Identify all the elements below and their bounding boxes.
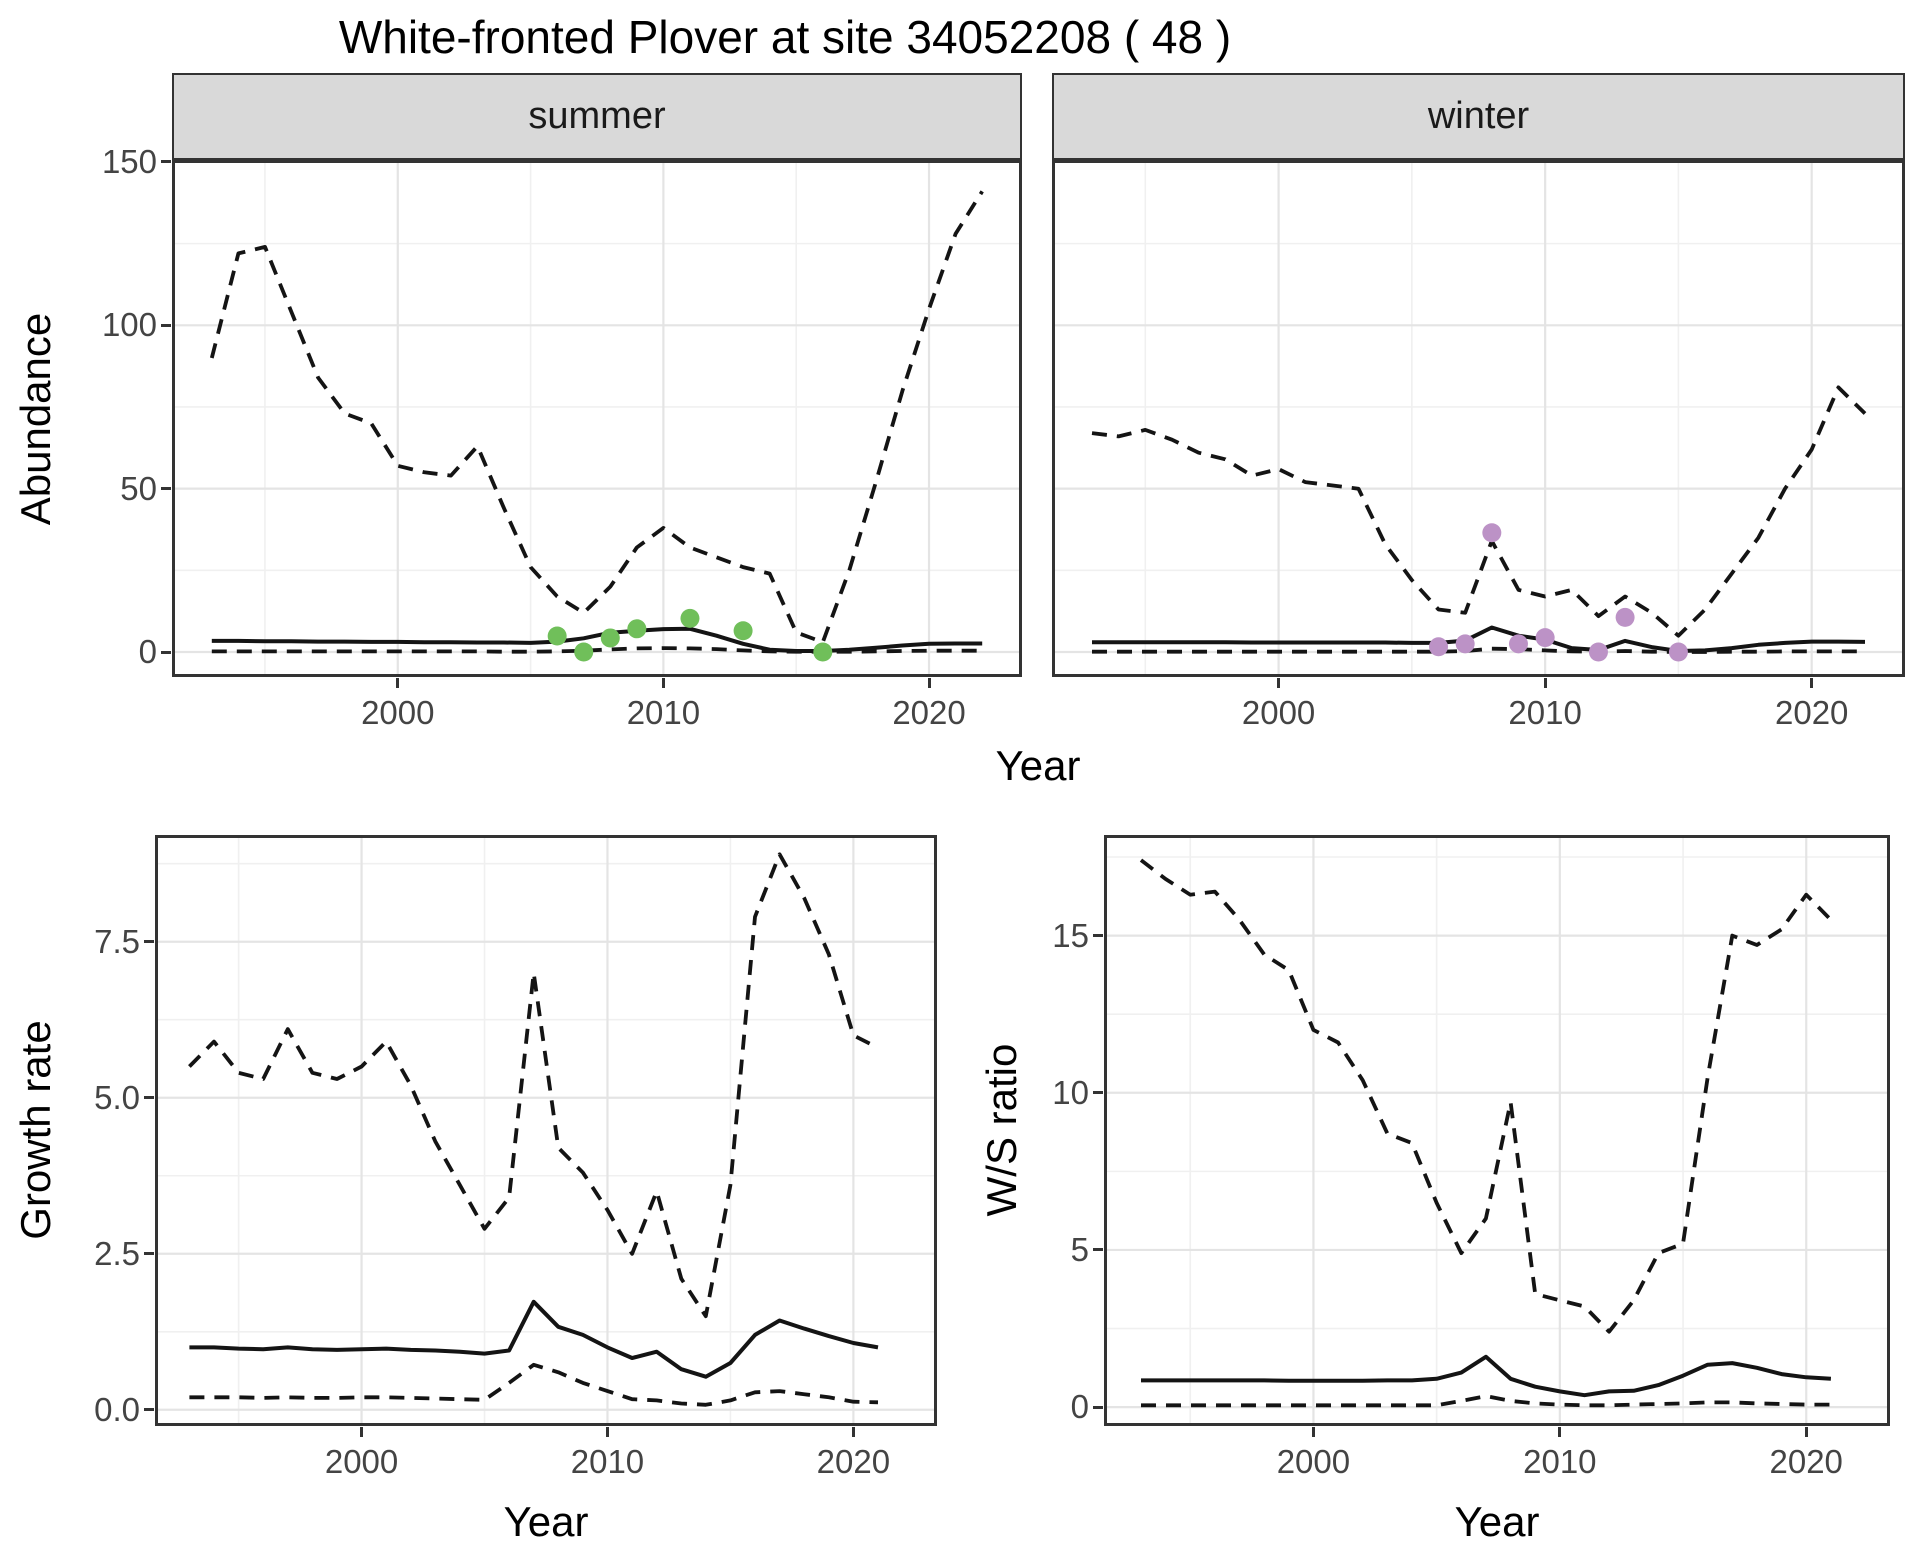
ws-ratio-y-tick-label: 15 (1052, 916, 1089, 954)
y-tick-mark (144, 1252, 154, 1256)
growth-rate-upper_ci-line (188, 852, 879, 1319)
observed-counts-winter-point (1615, 607, 1635, 627)
x-axis-title-bottom-right: Year (1454, 1498, 1540, 1545)
panel-border (1104, 835, 1890, 1426)
observed-counts-winter-point (1588, 642, 1608, 662)
y-tick-mark (161, 487, 171, 491)
abundance-winter-lower_ci-line (1092, 646, 1865, 654)
y-tick-mark (144, 1096, 154, 1100)
facet-strip-winter: winter (1052, 73, 1905, 160)
facet-strip-summer-label: summer (528, 95, 666, 137)
x-axis-title-bottom-left: Year (503, 1498, 589, 1545)
x-tick-mark (1277, 678, 1281, 688)
observed-counts-summer-point (600, 628, 620, 648)
growth-rate-y-tick-label: 5.0 (94, 1078, 140, 1116)
panel-background (155, 835, 937, 1426)
y-tick-mark (144, 940, 154, 944)
x-tick-mark (605, 1427, 609, 1437)
abundance-summer-x-tick-label: 2000 (361, 694, 435, 731)
panel-border (155, 835, 937, 1426)
panel-background (172, 160, 1022, 677)
observed-counts-summer-point (574, 642, 594, 662)
page-title: White-fronted Plover at site 34052208 ( … (338, 11, 1232, 63)
observed-counts-summer-point (627, 619, 647, 639)
x-tick-mark (396, 678, 400, 688)
x-tick-mark (1311, 1427, 1315, 1437)
ws-ratio-estimate-line (1141, 1354, 1832, 1398)
ws-ratio-lower_ci-line (1141, 1394, 1831, 1408)
abundance-winter-x-tick-label: 2010 (1508, 694, 1582, 731)
x-tick-mark (1810, 678, 1814, 688)
x-tick-mark (1543, 678, 1547, 688)
ws-ratio-y-tick-label: 10 (1052, 1073, 1089, 1111)
abundance-winter-x-tick-label: 2000 (1241, 694, 1316, 731)
y-axis-title-abundance: Abundance (12, 312, 59, 526)
abundance-winter-plot (1052, 160, 1905, 677)
x-axis-title-top: Year (995, 742, 1081, 789)
ws-ratio-x-tick-label: 2000 (1276, 1443, 1351, 1480)
abundance-summer-estimate-line (211, 626, 983, 653)
observed-counts-summer-point (813, 642, 833, 662)
ws-ratio-x-tick-label: 2010 (1523, 1443, 1597, 1480)
facet-strip-summer: summer (172, 73, 1022, 160)
x-tick-mark (927, 678, 931, 688)
x-tick-mark (1804, 1427, 1808, 1437)
x-tick-mark (1558, 1427, 1562, 1437)
y-tick-mark (161, 323, 171, 327)
abundance-winter-estimate-line (1092, 625, 1866, 653)
growth-rate-lower_ci-line (189, 1362, 879, 1407)
ws-ratio-y-tick-label: 0 (1070, 1388, 1089, 1426)
abundance-summer-upper_ci-line (209, 190, 984, 645)
observed-counts-winter-point (1429, 637, 1449, 657)
abundance-winter-x-tick-label: 2020 (1774, 694, 1849, 731)
y-tick-mark (1093, 1405, 1103, 1409)
ws-ratio-y-tick-label: 5 (1070, 1230, 1089, 1268)
observed-counts-winter-point (1482, 523, 1502, 543)
abundance-summer-lower_ci-line (211, 646, 983, 654)
panel-background (1052, 160, 1905, 677)
ws-ratio-upper_ci-line (1139, 858, 1833, 1334)
abundance-summer-x-tick-label: 2010 (626, 694, 701, 731)
abundance-summer-y-tick-label: 100 (101, 306, 157, 344)
panel-background (1104, 835, 1890, 1426)
growth-rate-y-tick-label: 7.5 (94, 922, 140, 960)
growth-rate-y-tick-label: 0.0 (94, 1390, 140, 1428)
facet-strip-winter-label: winter (1427, 95, 1530, 137)
observed-counts-summer-point (547, 626, 567, 646)
observed-counts-summer-point (733, 621, 753, 641)
x-tick-mark (360, 1427, 364, 1437)
abundance-summer-x-tick-label: 2020 (892, 694, 966, 731)
y-tick-mark (144, 1408, 154, 1412)
growth-rate-y-tick-label: 2.5 (94, 1234, 140, 1272)
observed-counts-winter-point (1455, 634, 1475, 654)
growth-rate-x-tick-label: 2010 (570, 1443, 645, 1480)
abundance-summer-y-tick-label: 0 (138, 633, 157, 670)
panel-border (1052, 160, 1905, 677)
ws-ratio-plot (1104, 835, 1890, 1426)
panel-border (172, 160, 1022, 677)
abundance-summer-plot (172, 160, 1022, 677)
observed-counts-winter-point (1668, 642, 1688, 662)
y-tick-mark (161, 650, 171, 654)
abundance-summer-y-tick-label: 150 (101, 142, 157, 180)
ws-ratio-x-tick-label: 2020 (1769, 1443, 1843, 1480)
growth-rate-x-tick-label: 2020 (816, 1443, 891, 1480)
abundance-winter-upper_ci-line (1091, 385, 1867, 638)
growth-rate-estimate-line (189, 1299, 879, 1379)
y-tick-mark (1093, 1091, 1103, 1095)
x-tick-mark (851, 1427, 855, 1437)
y-tick-mark (1093, 1248, 1103, 1252)
x-tick-mark (661, 678, 665, 688)
y-tick-mark (161, 160, 171, 164)
y-tick-mark (1093, 934, 1103, 938)
observed-counts-winter-point (1535, 628, 1555, 648)
growth-rate-x-tick-label: 2000 (324, 1443, 399, 1480)
observed-counts-winter-point (1508, 634, 1528, 654)
growth-rate-plot (155, 835, 937, 1426)
abundance-summer-y-tick-label: 50 (120, 469, 157, 507)
observed-counts-summer-point (680, 608, 700, 628)
